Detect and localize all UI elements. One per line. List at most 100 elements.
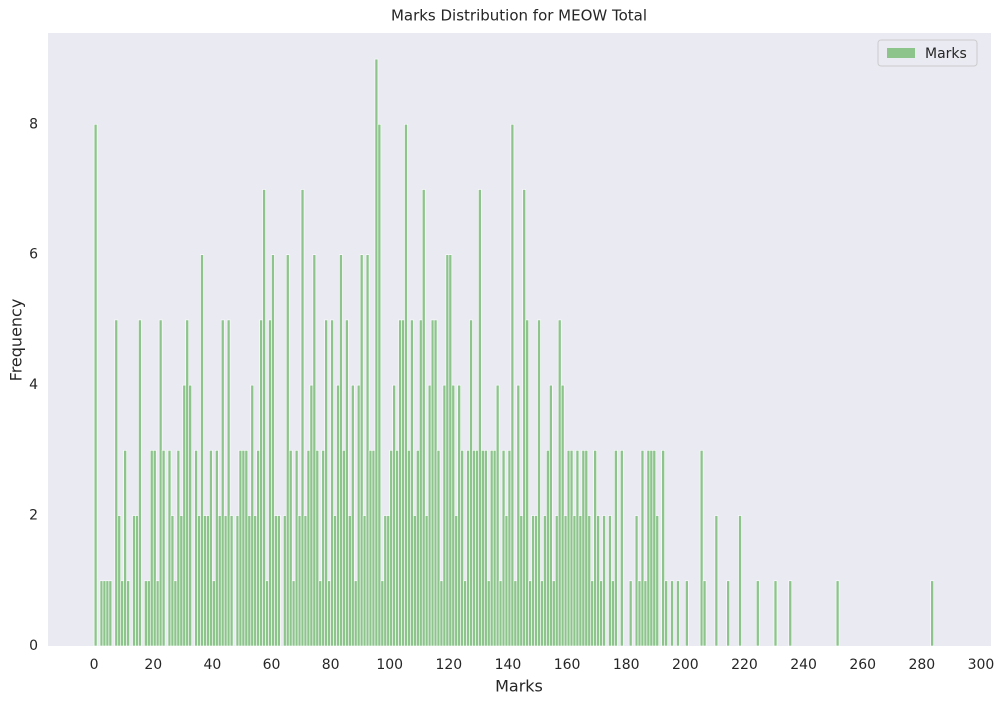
bar [463,580,467,647]
bar [389,450,393,647]
y-tick-label: 2 [29,508,38,524]
bar [356,384,361,647]
bar [117,515,122,647]
bar [395,450,399,647]
bar [590,580,594,647]
bar [643,580,648,647]
bar [454,515,459,647]
bar [726,580,730,647]
bar [259,319,263,647]
legend-box [877,39,978,67]
bar [398,319,402,647]
x-tick-label: 120 [435,657,462,673]
bar [132,515,136,647]
bar [173,580,178,647]
chart-title: Marks Distribution for MEOW Total [391,7,647,25]
bar [188,384,192,647]
bar [424,515,429,647]
bar [699,450,704,647]
bar [427,384,432,647]
bar [587,515,592,647]
bar [144,580,148,647]
bar [277,515,281,647]
x-tick-label: 140 [495,657,522,673]
bar [386,515,391,647]
bar [309,384,314,647]
bar [374,58,379,647]
bar [522,189,527,647]
bar [466,450,470,647]
bar [247,515,252,647]
bar [498,580,503,647]
bar [404,123,408,647]
bar [442,384,447,647]
bar [649,450,654,647]
bar [560,384,565,647]
bar [345,319,349,647]
bar [416,450,420,647]
bar [158,319,163,647]
bar [525,319,529,647]
bar [353,580,358,647]
x-tick-label: 80 [322,657,340,673]
bar [835,580,840,647]
bar [283,515,287,647]
bar [93,123,98,647]
bar [339,254,343,647]
bar [223,515,228,647]
bar [637,580,642,647]
bar [519,515,524,647]
bar [244,450,249,647]
bar [546,450,550,647]
bar [336,384,340,647]
bar [126,580,130,647]
y-axis-label: Frequency [7,299,26,382]
bar [593,450,597,647]
bar [566,450,571,647]
bar [350,384,355,647]
bar [401,319,405,647]
bar [256,450,260,647]
y-tick-label: 0 [29,638,38,654]
bar [176,450,181,647]
bar [448,254,453,647]
bar [149,450,154,647]
bar [215,450,219,647]
bar [614,450,618,647]
bar [161,450,166,647]
bar [312,254,317,647]
bar [504,515,509,647]
bar [510,123,515,647]
bar [572,515,577,647]
bar [714,515,719,647]
bar [327,580,331,647]
bar [478,189,482,647]
bar [383,515,388,647]
bar [120,580,124,647]
bar [676,580,680,647]
bar [147,580,151,647]
bar [413,515,417,647]
bar [288,450,293,647]
bar [599,580,603,647]
bar [265,580,269,647]
bar [655,515,660,647]
bar [179,515,184,647]
x-tick-label: 40 [203,657,221,673]
bar [209,450,213,647]
bar [268,319,272,647]
bar [285,254,290,647]
bar [469,319,473,647]
x-tick-label: 280 [908,657,935,673]
bar [407,450,411,647]
bar [537,319,541,647]
bar [333,515,337,647]
bar [306,450,311,647]
x-tick-label: 220 [731,657,758,673]
bar [362,515,367,647]
bar [445,254,450,647]
bar [206,515,210,647]
bar [543,515,547,647]
bar [475,450,479,647]
bar [185,319,190,647]
